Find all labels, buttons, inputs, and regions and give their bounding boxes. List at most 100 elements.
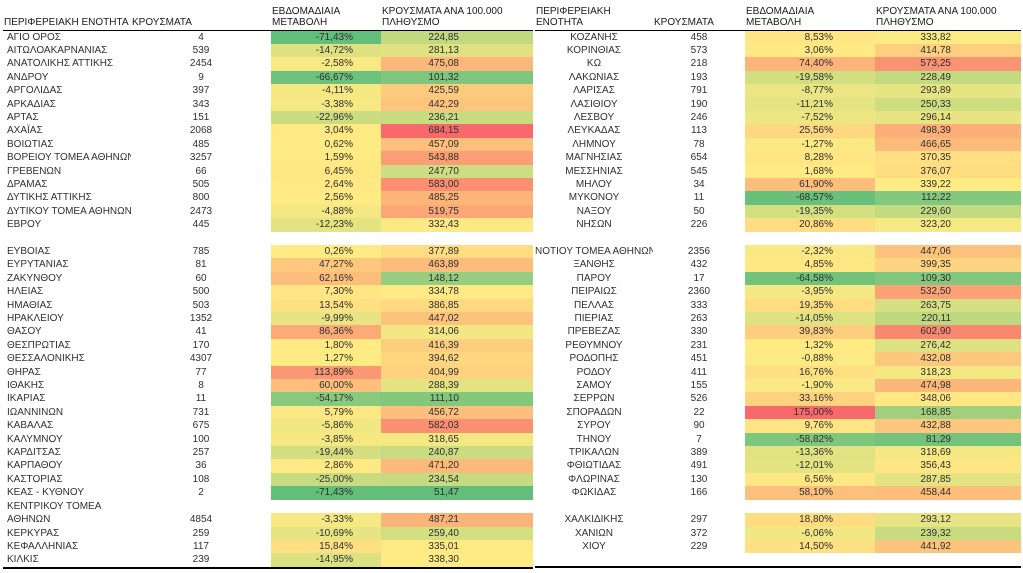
table-row: ΚΕΝΤΡΙΚΟΥ ΤΟΜΕΑ [3,500,533,513]
table-row: ΜΕΣΣΗΝΙΑΣ 545 1,68% 376,07 [535,164,1021,178]
region-cell: ΗΜΑΘΙΑΣ [7,299,53,311]
change-cell: -6,06% [745,526,875,540]
cases-cell: 2 [198,487,204,499]
region-cell: ΘΕΣΣΑΛΟΝΙΚΗΣ [7,353,85,365]
region-cell: ΣΥΡΟΥ [577,420,611,432]
change-cell: 33,16% [745,392,875,406]
per100k-cell: 318,23 [875,365,1021,380]
change-cell: -3,33% [271,513,381,527]
cases-cell: 9 [198,71,204,83]
region-cell: ΦΘΙΩΤΙΔΑΣ [566,460,622,472]
change-cell: -14,05% [745,312,875,326]
table-row: ΕΥΡΥΤΑΝΙΑΣ 81 47,27% 463,89 [3,258,533,272]
cases-cell: 503 [192,299,210,311]
per100k-cell: 432,88 [875,419,1021,433]
per100k-cell: 318,69 [875,446,1021,460]
cases-cell: 526 [690,393,708,405]
per100k-cell: 293,89 [875,84,1021,98]
blank-row [535,500,1021,513]
change-cell: 86,36% [271,325,381,339]
col-header-cases: ΚΡΟΥΣΜΑΤΑ [131,2,271,31]
cases-cell: 226 [690,219,708,231]
table-row: ΛΑΣΙΘΙΟΥ 190 -11,21% 250,33 [535,97,1021,111]
region-cell: ΕΥΒΟΙΑΣ [7,245,51,257]
region-cell: ΛΑΡΙΣΑΣ [573,85,615,97]
table-row: ΘΕΣΠΡΩΤΙΑΣ 170 1,80% 416,39 [3,338,533,353]
per100k-cell: 276,42 [875,338,1021,353]
change-cell: -1,27% [745,137,875,152]
per100k-cell: 333,82 [875,30,1021,44]
region-cell: ΦΩΚΙΔΑΣ [571,487,617,499]
region-cell: ΑΡΓΟΛΙΔΑΣ [7,85,63,97]
region-cell: ΖΑΚΥΝΘΟΥ [7,272,63,284]
region-cell: ΧΑΝΙΩΝ [574,527,614,539]
change-cell: -14,95% [271,553,381,568]
per100k-cell: 287,85 [875,472,1021,487]
change-cell: -68,57% [745,191,875,205]
per100k-cell: 228,49 [875,70,1021,85]
change-cell: 2,86% [271,459,381,473]
cases-cell [653,553,745,566]
per100k-cell: 404,99 [381,365,533,380]
change-cell: 1,80% [271,338,381,353]
table-row: ΧΑΝΙΩΝ 372 -6,06% 239,32 [535,526,1021,540]
per100k-cell: 220,11 [875,312,1021,326]
region-cell: ΡΟΔΟΥ [576,366,612,378]
table-row: ΝΗΣΩΝ 226 20,86% 323,20 [535,218,1021,232]
table-row: ΚΑΡΠΑΘΟΥ 36 2,86% 471,20 [3,459,533,473]
table-row: ΓΡΕΒΕΝΩΝ 66 6,45% 247,70 [3,164,533,178]
cases-cell: 257 [192,447,210,459]
region-cell: ΠΕΛΛΑΣ [573,299,615,311]
region-cell: ΣΕΡΡΩΝ [573,393,615,405]
table-row: ΠΕΛΛΑΣ 333 19,35% 263,75 [535,298,1021,313]
region-cell: ΚΕΡΚΥΡΑΣ [7,527,60,539]
region-cell: ΚΕΑΣ - ΚΥΘΝΟΥ [7,487,84,499]
change-cell: -10,69% [271,526,381,540]
per100k-cell: 370,35 [875,151,1021,165]
per100k-cell: 377,89 [381,244,533,259]
table-row: ΘΕΣΣΑΛΟΝΙΚΗΣ 4307 1,27% 394,62 [3,352,533,366]
change-cell: -71,43% [271,486,381,500]
col-header-per-100k: ΚΡΟΥΣΜΑΤΑ ΑΝΑ 100.000 ΠΛΗΘΥΣΜΟ [381,2,533,31]
table-row: ΤΗΝΟΥ 7 -58,82% 81,29 [535,432,1021,447]
change-cell: 8,28% [745,151,875,165]
per100k-cell: 573,25 [875,57,1021,71]
per100k-cell: 338,30 [381,553,533,568]
per100k-cell: 498,39 [875,124,1021,138]
change-cell: 58,10% [745,486,875,500]
cases-cell: 100 [192,433,210,445]
table-row: ΧΙΟΥ 229 14,50% 441,92 [535,539,1021,554]
region-cell [535,232,653,245]
change-cell: 6,56% [745,472,875,487]
change-cell: 5,79% [271,405,381,420]
region-cell: ΑΧΑΪΑΣ [7,125,43,137]
change-cell: 113,89% [271,365,381,380]
region-cell: ΛΗΜΝΟΥ [572,138,616,150]
region-cell: ΜΕΣΣΗΝΙΑΣ [565,165,623,177]
per100k-cell: 148,12 [381,271,533,286]
cases-cell: 800 [192,192,210,204]
table-row: ΔΡΑΜΑΣ 505 2,64% 583,00 [3,177,533,192]
per100k-cell: 288,39 [381,379,533,393]
per100k-cell: 318,65 [381,432,533,447]
blank-row [3,232,533,245]
region-cell: ΓΡΕΒΕΝΩΝ [7,165,62,177]
region-cell: ΙΩΑΝΝΙΝΩΝ [7,406,64,418]
region-cell: ΝΑΞΟΥ [576,205,612,217]
per100k-cell [875,500,1021,513]
cases-cell: 41 [195,326,207,338]
change-cell: -13,36% [745,446,875,460]
region-cell: ΝΗΣΩΝ [576,219,612,231]
table-row: ΙΚΑΡΙΑΣ 11 -54,17% 111,10 [3,392,533,406]
table-row: ΝΟΤΙΟΥ ΤΟΜΕΑ ΑΘΗΝΩΝ 2356 -2,32% 447,06 [535,244,1021,259]
regions-table-right: ΠΕΡΙΦΕΡΕΙΑΚΗ ΕΝΟΤΗΤΑ ΚΡΟΥΣΜΑΤΑ ΕΒΔΟΜΑΔΙΑ… [535,2,1021,568]
table-row: ΠΑΡΟΥ 17 -64,58% 109,30 [535,271,1021,286]
per100k-cell: 335,01 [381,539,533,554]
table-row: ΛΑΚΩΝΙΑΣ 193 -19,58% 228,49 [535,70,1021,85]
per100k-cell: 441,92 [875,539,1021,554]
per100k-cell: 111,10 [381,392,533,406]
per100k-cell: 399,35 [875,258,1021,272]
table-row: ΑΡΤΑΣ 151 -22,96% 236,21 [3,110,533,125]
cases-cell: 8 [198,380,204,392]
change-cell: -1,90% [745,379,875,393]
